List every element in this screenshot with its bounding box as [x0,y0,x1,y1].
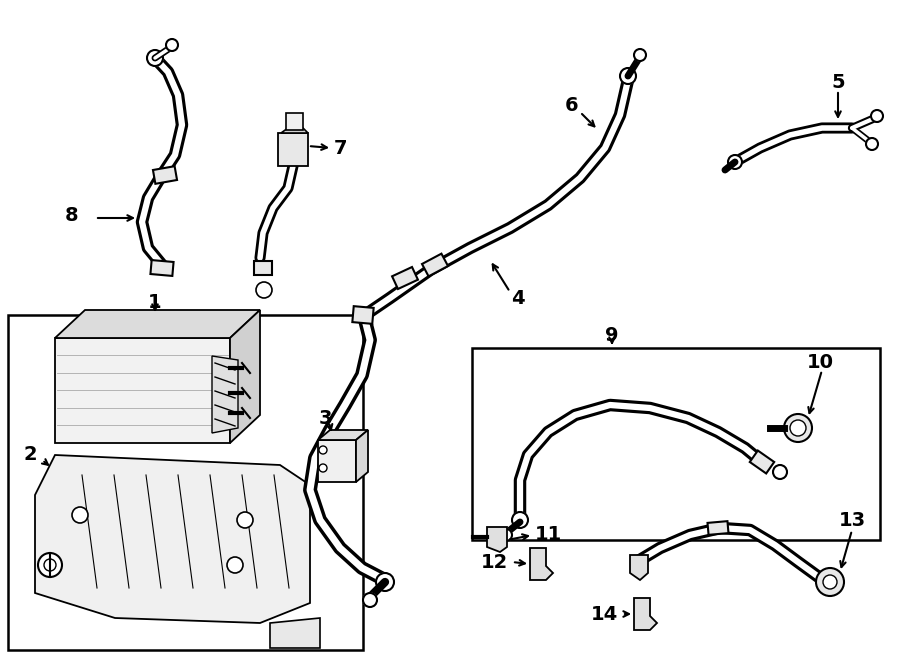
Circle shape [773,465,787,479]
Text: 8: 8 [65,205,79,224]
Polygon shape [230,310,260,443]
Polygon shape [530,548,553,580]
Text: 1: 1 [148,293,162,312]
Circle shape [363,593,377,607]
Bar [352,306,374,324]
Circle shape [227,557,243,573]
Bar [750,451,774,473]
Circle shape [319,464,327,472]
Text: 9: 9 [605,326,619,344]
Text: 5: 5 [832,73,845,91]
Text: 6: 6 [565,95,579,115]
Polygon shape [356,430,368,482]
Bar [472,348,880,540]
Polygon shape [630,555,648,580]
Text: 12: 12 [481,553,508,571]
Bar [8,315,363,650]
Text: 4: 4 [511,289,525,308]
Circle shape [376,573,394,591]
Bar [254,261,272,275]
Polygon shape [270,618,320,648]
Polygon shape [281,128,308,133]
Circle shape [866,138,878,150]
Circle shape [319,446,327,454]
Bar [392,267,418,289]
Circle shape [816,568,844,596]
Bar [422,254,448,276]
Text: 14: 14 [590,604,618,624]
Polygon shape [487,527,507,552]
Polygon shape [286,113,303,130]
Circle shape [790,420,806,436]
Circle shape [38,553,62,577]
Polygon shape [634,598,657,630]
Polygon shape [55,310,260,338]
Text: 2: 2 [23,446,37,465]
Bar [707,521,728,535]
Circle shape [166,39,178,51]
Text: 13: 13 [839,510,866,530]
Polygon shape [318,430,368,440]
Circle shape [823,575,837,589]
Text: 10: 10 [806,352,833,371]
Circle shape [512,512,528,528]
Circle shape [44,559,56,571]
Circle shape [634,49,646,61]
Bar [153,166,177,184]
Polygon shape [278,133,308,166]
Circle shape [237,512,253,528]
Circle shape [728,155,742,169]
Polygon shape [55,338,230,443]
Circle shape [500,529,512,541]
Bar [150,260,174,276]
Text: 7: 7 [333,138,346,158]
Circle shape [72,507,88,523]
Circle shape [871,110,883,122]
Circle shape [256,282,272,298]
Polygon shape [318,440,356,482]
Polygon shape [35,455,310,623]
Circle shape [147,50,163,66]
Circle shape [784,414,812,442]
Polygon shape [212,356,238,433]
Text: 11: 11 [535,526,562,545]
Text: 3: 3 [319,408,332,428]
Circle shape [620,68,636,84]
